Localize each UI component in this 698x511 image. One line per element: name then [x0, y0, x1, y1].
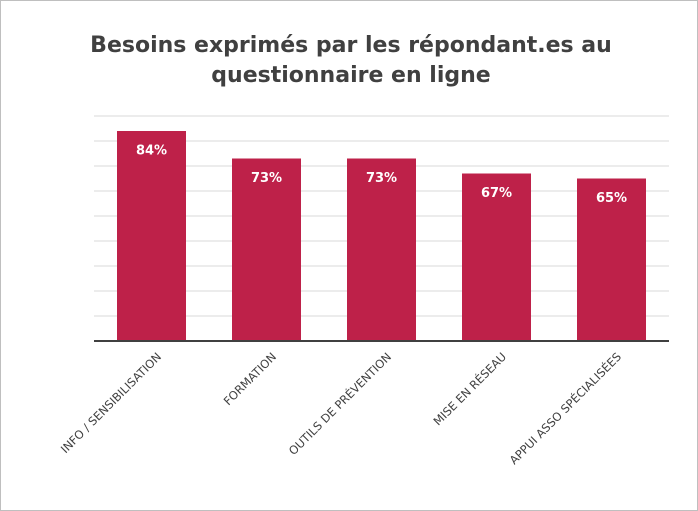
- x-tick-label: INFO / SENSIBILISATION: [58, 350, 164, 456]
- bar: [577, 178, 646, 341]
- value-label: 73%: [366, 171, 397, 186]
- value-label: 84%: [136, 144, 167, 159]
- x-tick-label: MISE EN RÉSEAU: [430, 349, 509, 428]
- bar: [347, 158, 416, 341]
- bar: [462, 173, 531, 341]
- bar: [232, 158, 301, 341]
- x-tick-label: OUTILS DE PRÉVENTION: [285, 349, 394, 458]
- value-label: 73%: [251, 171, 282, 186]
- value-label: 67%: [481, 186, 512, 201]
- bar: [117, 131, 186, 341]
- value-label: 65%: [596, 191, 627, 206]
- chart-title: Besoins exprimés par les répondant.es au…: [90, 33, 612, 88]
- x-tick-label: FORMATION: [221, 350, 279, 408]
- x-tick-label: APPUI ASSO SPÉCIALISÉES: [506, 349, 624, 467]
